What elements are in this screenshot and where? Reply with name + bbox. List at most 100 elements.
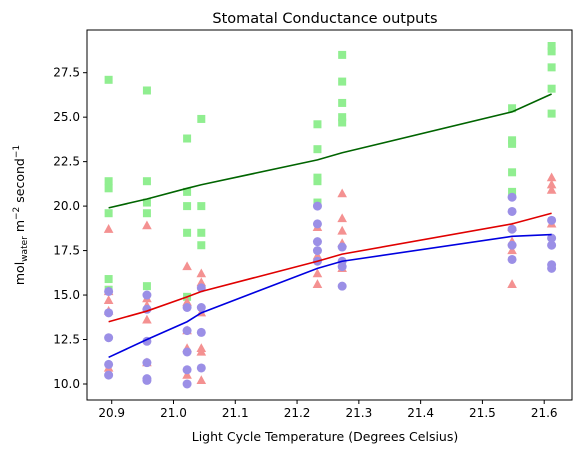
x-axis-label: Light Cycle Temperature (Degrees Celsius… xyxy=(192,429,459,444)
x-tick-label-7: 21.6 xyxy=(531,406,558,420)
point-square-0-13 xyxy=(183,202,192,211)
x-tick-label-1: 21.0 xyxy=(160,406,187,420)
point-square-0-12 xyxy=(183,187,192,196)
point-circle-2-25 xyxy=(337,242,347,252)
y-tick-label-1: 12.5 xyxy=(53,333,80,347)
point-circle-2-22 xyxy=(312,237,322,247)
point-triangle-1-33 xyxy=(507,279,517,288)
point-triangle-1-16 xyxy=(196,277,207,287)
plot-frame xyxy=(86,29,573,401)
y-tick-label-5: 22.5 xyxy=(53,155,80,169)
point-square-0-2 xyxy=(104,184,113,193)
x-tick-label-6: 21.5 xyxy=(469,406,496,420)
point-square-0-10 xyxy=(142,282,151,291)
point-square-0-39 xyxy=(547,109,556,118)
point-square-0-18 xyxy=(197,228,206,237)
point-triangle-1-22 xyxy=(312,250,323,260)
y-tick-label-3: 17.5 xyxy=(53,244,80,258)
point-circle-2-10 xyxy=(142,375,152,385)
point-square-0-7 xyxy=(142,177,151,186)
y-tick-label-2: 15.0 xyxy=(53,288,80,302)
point-square-0-11 xyxy=(183,134,192,143)
point-circle-2-34 xyxy=(547,215,557,225)
point-square-0-32 xyxy=(508,139,517,148)
point-triangle-1-8 xyxy=(142,314,152,324)
point-circle-2-13 xyxy=(182,347,192,357)
point-square-0-34 xyxy=(508,187,517,196)
x-tick-label-2: 21.1 xyxy=(222,406,249,420)
y-label-base: mol xyxy=(12,262,27,285)
x-tick-label-3: 21.2 xyxy=(284,406,311,420)
point-square-0-20 xyxy=(313,120,322,129)
y-tick-label-0: 10.0 xyxy=(53,377,80,391)
y-tick-label-4: 20.0 xyxy=(53,199,80,213)
point-square-0-38 xyxy=(547,84,556,93)
x-axis: 20.9 21.0 21.1 21.2 21.3 21.4 21.5 21.6 xyxy=(98,400,558,420)
point-square-0-14 xyxy=(183,228,192,237)
point-square-0-6 xyxy=(142,86,151,95)
point-triangle-1-10 xyxy=(182,261,192,271)
point-circle-2-23 xyxy=(312,246,322,256)
point-circle-2-20 xyxy=(312,201,322,211)
point-circle-2-17 xyxy=(196,303,206,312)
point-triangle-1-14 xyxy=(182,369,192,379)
point-triangle-1-0 xyxy=(103,224,114,233)
trend-line-2 xyxy=(108,233,552,359)
y-label-sub: water xyxy=(20,236,30,262)
point-square-0-35 xyxy=(547,42,556,51)
point-circle-2-12 xyxy=(182,326,192,336)
point-circle-2-4 xyxy=(104,370,114,380)
point-circle-2-2 xyxy=(104,333,114,343)
point-square-0-9 xyxy=(142,209,151,218)
point-square-0-17 xyxy=(197,202,206,211)
point-square-0-27 xyxy=(338,98,347,107)
point-square-0-36 xyxy=(547,47,556,56)
point-triangle-1-2 xyxy=(103,295,114,304)
point-triangle-1-32 xyxy=(507,245,517,255)
point-square-0-28 xyxy=(338,113,347,122)
point-circle-2-0 xyxy=(104,286,114,296)
y-axis: 10.0 12.5 15.0 17.5 20.0 22.5 25.0 27.5 xyxy=(53,66,87,391)
point-circle-2-35 xyxy=(547,233,557,243)
point-triangle-1-19 xyxy=(196,346,207,356)
y-label-sup2: −1 xyxy=(12,145,22,158)
point-circle-2-27 xyxy=(337,262,347,272)
point-circle-2-1 xyxy=(104,308,114,318)
point-triangle-1-27 xyxy=(337,225,347,235)
point-square-0-4 xyxy=(104,275,113,284)
point-triangle-1-26 xyxy=(337,213,347,223)
trend-line-0 xyxy=(108,93,552,209)
point-triangle-1-20 xyxy=(196,375,207,385)
point-circle-2-21 xyxy=(312,219,322,229)
point-circle-2-32 xyxy=(507,240,517,250)
point-circle-2-14 xyxy=(182,365,192,375)
x-tick-label-5: 21.4 xyxy=(407,406,434,420)
point-circle-2-33 xyxy=(507,254,517,264)
point-square-0-8 xyxy=(142,198,151,207)
point-circle-2-38 xyxy=(547,263,557,273)
y-tick-label-7: 27.5 xyxy=(53,66,80,80)
point-square-0-21 xyxy=(313,145,322,154)
point-circle-2-31 xyxy=(507,224,517,234)
x-tick-label-0: 20.9 xyxy=(98,406,125,420)
x-tick-label-4: 21.3 xyxy=(345,406,372,420)
point-circle-2-11 xyxy=(182,303,192,312)
point-circle-2-18 xyxy=(196,327,206,337)
point-triangle-1-23 xyxy=(312,268,323,278)
point-triangle-1-35 xyxy=(546,179,557,189)
y-tick-label-6: 25.0 xyxy=(53,110,80,124)
point-square-0-23 xyxy=(313,177,322,186)
point-square-0-37 xyxy=(547,63,556,72)
point-circle-2-30 xyxy=(507,206,517,216)
y-axis-label: molwater m−2 second−1 xyxy=(12,145,30,285)
point-circle-2-8 xyxy=(142,358,152,368)
point-triangle-1-11 xyxy=(182,296,192,306)
point-triangle-1-24 xyxy=(312,279,323,288)
point-square-0-25 xyxy=(338,50,347,59)
point-triangle-1-36 xyxy=(546,184,557,194)
point-triangle-1-25 xyxy=(337,188,347,198)
point-circle-2-5 xyxy=(142,290,152,300)
point-square-0-1 xyxy=(104,177,113,186)
point-triangle-1-15 xyxy=(196,268,207,278)
